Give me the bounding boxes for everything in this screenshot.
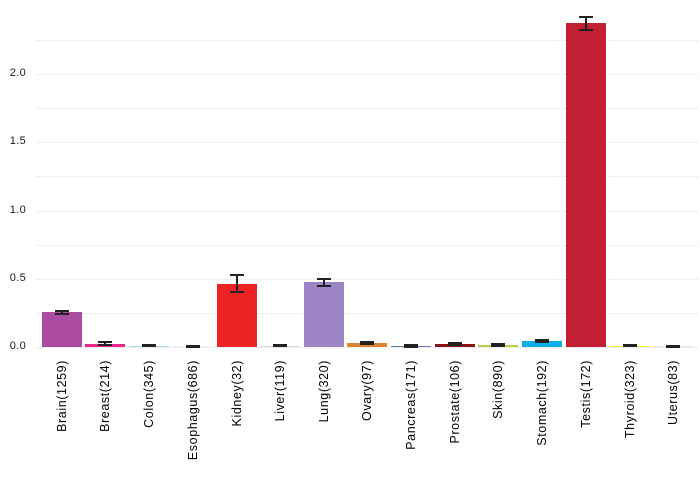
errorbar-breast-214 <box>104 342 106 344</box>
gridline-y-1.50 <box>36 142 699 143</box>
errorbar-cap-bottom-brain-1259 <box>55 313 69 315</box>
errorbar-cap-bottom-liver-119 <box>273 345 287 347</box>
errorbar-cap-bottom-prostate-106 <box>448 344 462 346</box>
x-axis-label-esophagus-686: Esophagus(686) <box>185 360 201 465</box>
errorbar-cap-bottom-breast-214 <box>98 344 112 346</box>
x-axis-label-text: Liver(119) <box>273 360 287 422</box>
x-axis-label-text: Thyroid(323) <box>623 360 637 439</box>
x-axis-label-liver-119: Liver(119) <box>272 360 288 426</box>
x-axis-label-text: Brain(1259) <box>55 360 69 432</box>
x-axis-label-text: Ovary(97) <box>360 360 374 421</box>
gridline-y-1.00 <box>36 211 699 212</box>
x-axis-label-testis-172: Testis(172) <box>578 360 594 433</box>
errorbar-testis-172 <box>585 17 587 31</box>
errorbar-cap-bottom-uterus-83 <box>666 346 680 348</box>
errorbar-cap-top-lung-320 <box>317 278 331 280</box>
x-axis-label-text: Lung(320) <box>317 360 331 423</box>
errorbar-cap-bottom-thyroid-323 <box>623 345 637 347</box>
errorbar-cap-bottom-stomach-192 <box>535 341 549 343</box>
errorbar-cap-top-kidney-32 <box>230 274 244 276</box>
errorbar-cap-top-stomach-192 <box>535 339 549 341</box>
errorbar-kidney-32 <box>236 275 238 293</box>
y-axis-tick-label: 2.0 <box>9 67 26 79</box>
gridline-y-1.75 <box>36 108 699 109</box>
gridline-y-2.25 <box>36 40 699 41</box>
errorbar-cap-top-pancreas-171 <box>404 344 418 346</box>
y-axis-tick-label: 0.5 <box>9 272 26 284</box>
x-axis-label-text: Breast(214) <box>98 360 112 432</box>
errorbar-cap-bottom-skin-890 <box>491 345 505 347</box>
x-axis-label-uterus-83: Uterus(83) <box>665 360 681 430</box>
x-axis-label-text: Kidney(32) <box>230 360 244 427</box>
gridline-y-0.25 <box>36 313 699 314</box>
gridline-y-1.25 <box>36 176 699 177</box>
gridline-y-0.75 <box>36 245 699 246</box>
errorbar-cap-top-prostate-106 <box>448 342 462 344</box>
gridline-y-0.50 <box>36 279 699 280</box>
errorbar-cap-top-brain-1259 <box>55 310 69 312</box>
bar-stomach-192 <box>522 341 562 347</box>
x-axis-label-text: Uterus(83) <box>666 360 680 426</box>
errorbar-brain-1259 <box>61 311 63 314</box>
errorbar-cap-bottom-pancreas-171 <box>404 346 418 348</box>
y-axis-tick-label: 1.5 <box>9 135 26 147</box>
x-axis-label-text: Esophagus(686) <box>186 360 200 461</box>
y-axis-tick-label: 0.0 <box>9 340 26 352</box>
x-axis-label-text: Stomach(192) <box>535 360 549 446</box>
x-axis-label-text: Testis(172) <box>579 360 593 428</box>
x-axis-label-kidney-32: Kidney(32) <box>229 360 245 431</box>
bar-lung-320 <box>304 282 344 347</box>
errorbar-lung-320 <box>323 279 325 286</box>
bar-ovary-97 <box>347 343 387 347</box>
x-axis-label-thyroid-323: Thyroid(323) <box>622 360 638 443</box>
errorbar-cap-bottom-testis-172 <box>579 29 593 31</box>
x-axis-label-text: Skin(890) <box>491 360 505 419</box>
y-axis-tick-label: 1.0 <box>9 204 26 216</box>
x-axis-label-breast-214: Breast(214) <box>97 360 113 437</box>
bar-kidney-32 <box>217 284 257 347</box>
x-axis-label-text: Pancreas(171) <box>404 360 418 450</box>
x-axis-label-stomach-192: Stomach(192) <box>534 360 550 451</box>
x-axis-label-lung-320: Lung(320) <box>316 360 332 427</box>
x-axis-label-skin-890: Skin(890) <box>490 360 506 424</box>
x-axis-label-prostate-106: Prostate(106) <box>447 360 463 449</box>
x-axis-label-pancreas-171: Pancreas(171) <box>403 360 419 455</box>
errorbar-cap-bottom-ovary-97 <box>360 343 374 345</box>
x-axis-label-brain-1259: Brain(1259) <box>54 360 70 437</box>
errorbar-cap-bottom-colon-345 <box>142 345 156 347</box>
gridline-y-2.00 <box>36 74 699 75</box>
errorbar-cap-top-skin-890 <box>491 343 505 345</box>
errorbar-cap-bottom-lung-320 <box>317 285 331 287</box>
errorbar-cap-top-breast-214 <box>98 341 112 343</box>
bar-brain-1259 <box>42 312 82 347</box>
gridline-y-0.00 <box>36 347 699 348</box>
errorbar-cap-bottom-kidney-32 <box>230 291 244 293</box>
x-axis-label-text: Colon(345) <box>142 360 156 428</box>
errorbar-cap-bottom-esophagus-686 <box>186 346 200 348</box>
x-axis-label-ovary-97: Ovary(97) <box>359 360 375 426</box>
errorbar-cap-top-testis-172 <box>579 16 593 18</box>
bar-testis-172 <box>566 23 606 347</box>
x-axis-label-colon-345: Colon(345) <box>141 360 157 433</box>
errorbar-cap-top-ovary-97 <box>360 341 374 343</box>
x-axis-label-text: Prostate(106) <box>448 360 462 444</box>
